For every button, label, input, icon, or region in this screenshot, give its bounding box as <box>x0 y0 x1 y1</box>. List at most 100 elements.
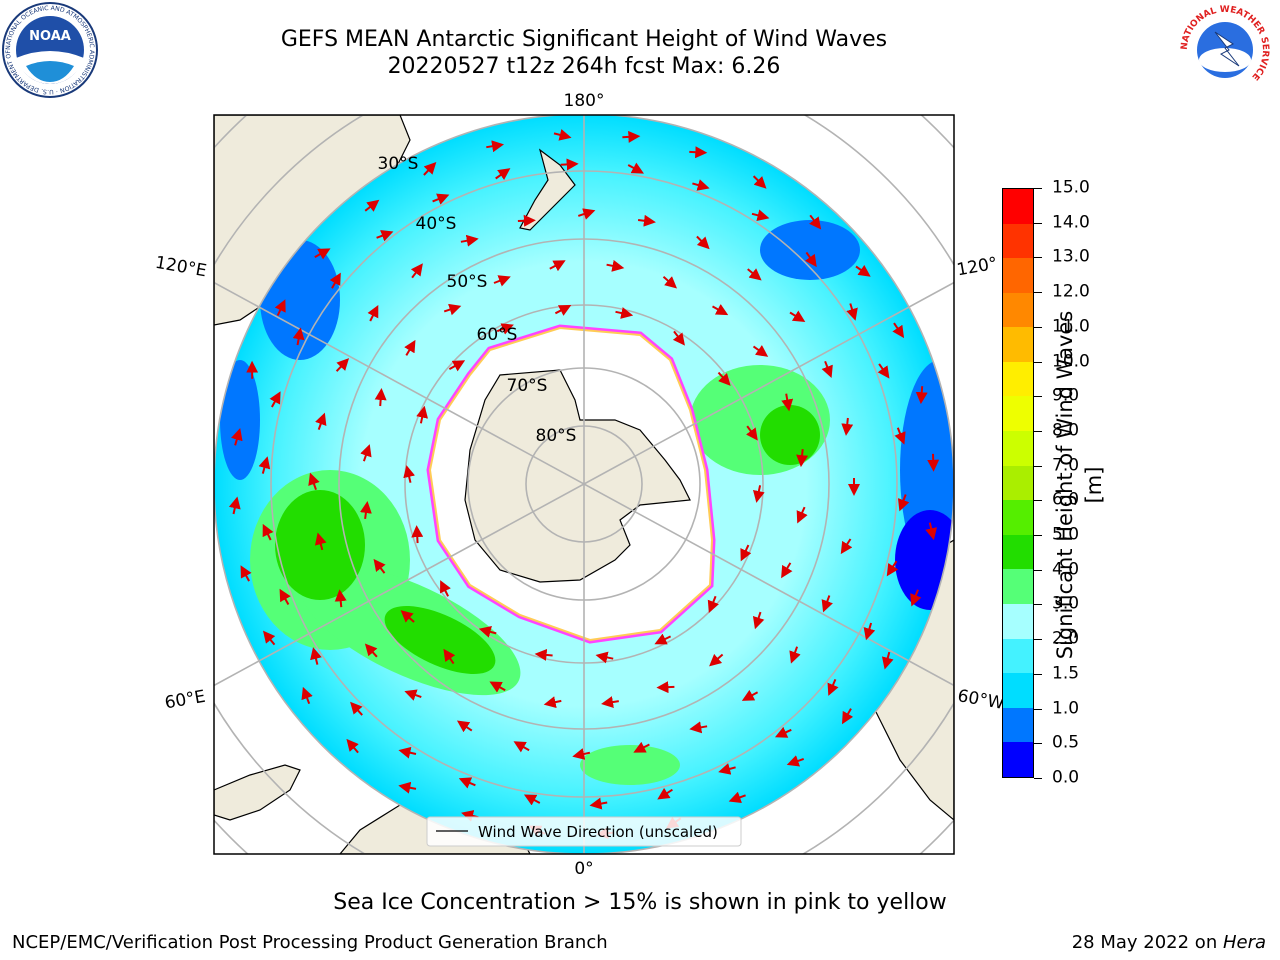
chart-subtitle: 20220527 t12z 264h fcst Max: 6.26 <box>387 54 781 79</box>
wave-direction-arrow <box>707 595 719 613</box>
colorbar-tick <box>1034 465 1042 467</box>
wave-direction-arrow <box>842 708 854 725</box>
wave-direction-arrow <box>262 630 276 646</box>
colorbar-segment <box>1003 742 1033 777</box>
wave-direction-arrow <box>493 275 511 287</box>
wave-direction-arrow <box>781 393 794 412</box>
wave-direction-arrow <box>910 589 922 607</box>
wave-direction-arrow <box>696 235 710 250</box>
wave-direction-arrow <box>751 209 770 222</box>
wave-direction-arrow <box>411 525 424 544</box>
wave-direction-arrow <box>364 199 380 212</box>
wave-direction-arrow <box>633 741 650 753</box>
wave-direction-arrow <box>796 506 808 524</box>
sea-ice-note: Sea Ice Concentration > 15% is shown in … <box>333 890 947 915</box>
lon-label-180: 180° <box>564 91 605 111</box>
wave-direction-arrow <box>360 444 372 462</box>
wave-direction-arrow <box>517 214 536 227</box>
wave-direction-arrow <box>745 425 758 441</box>
wave-direction-arrow <box>886 560 899 577</box>
colorbar-tick <box>1034 292 1042 294</box>
colorbar-segment <box>1003 188 1033 224</box>
wind-wave-arrows <box>228 129 940 840</box>
wave-direction-arrow <box>789 310 806 322</box>
wave-direction-arrow <box>404 689 422 701</box>
wave-direction-arrow <box>572 748 591 760</box>
wave-direction-arrow <box>718 763 736 775</box>
wave-direction-arrow <box>543 696 562 709</box>
wave-direction-arrow <box>534 648 553 661</box>
wave-direction-arrow <box>877 363 890 379</box>
lon-label-60e: 60°E <box>163 687 207 714</box>
colorbar-segment <box>1003 292 1033 328</box>
wave-direction-arrow <box>821 595 833 613</box>
colorbar-tick-label: 5.0 <box>1052 524 1080 545</box>
wave-direction-arrow <box>717 371 731 386</box>
wave-direction-arrow <box>892 322 905 339</box>
wave-direction-arrow <box>301 686 313 705</box>
colorbar-tick-label: 4.0 <box>1052 559 1080 580</box>
nws-logo: NATIONAL WEATHER SERVICE <box>1178 3 1272 97</box>
wave-direction-arrow <box>398 746 417 759</box>
colorbar-segment <box>1003 465 1033 501</box>
lon-label-120w: 120° <box>955 254 999 281</box>
colorbar-tick <box>1034 569 1042 571</box>
colorbar-tick <box>1034 396 1042 398</box>
wave-direction-arrow <box>262 523 274 541</box>
lat-label-80s: 80°S <box>536 426 577 446</box>
map-legend: Wind Wave Direction (unscaled) <box>426 816 742 847</box>
wave-direction-arrow <box>627 162 644 174</box>
wave-direction-arrow <box>523 794 541 806</box>
wave-direction-arrow <box>728 791 746 803</box>
graticule <box>214 115 954 854</box>
wave-direction-arrow <box>606 259 625 272</box>
wave-direction-arrow <box>549 260 566 272</box>
wave-direction-arrow <box>231 428 243 446</box>
wave-direction-arrow <box>827 679 839 696</box>
colorbar-segment <box>1003 604 1033 639</box>
wave-direction-arrow <box>656 681 675 694</box>
wave-direction-arrow <box>741 689 759 701</box>
wave-direction-arrow <box>460 234 479 247</box>
wave-direction-arrow <box>789 646 801 664</box>
colorbar-tick <box>1034 673 1042 675</box>
wave-direction-arrow <box>274 299 286 316</box>
colorbar-tick-label: 1.0 <box>1052 698 1080 719</box>
lat-label-70s: 70°S <box>507 376 548 396</box>
wave-direction-arrow <box>809 214 822 230</box>
lat-label-60s: 60°S <box>477 325 518 345</box>
wave-direction-arrow <box>752 345 769 357</box>
colorbar-tick-label: 8.0 <box>1052 420 1080 441</box>
new-zealand-land <box>519 148 576 231</box>
wave-direction-arrow <box>228 496 241 515</box>
wave-direction-arrow <box>486 140 505 153</box>
wave-direction-arrow <box>740 544 752 562</box>
lat-label-50s: 50°S <box>447 272 488 292</box>
colorbar-tick <box>1034 639 1042 641</box>
colorbar-tick-label: 14.0 <box>1052 212 1090 233</box>
colorbar-segment <box>1003 361 1033 397</box>
wave-direction-arrow <box>712 304 729 316</box>
wave-direction-arrow <box>657 787 673 800</box>
wave-direction-arrow <box>637 214 656 227</box>
wave-direction-arrow <box>403 465 415 483</box>
wave-direction-arrow <box>774 726 792 738</box>
colorbar-tick <box>1034 778 1042 779</box>
wave-direction-arrow <box>915 386 928 405</box>
wave-direction-arrow <box>894 427 906 445</box>
footer-date: 28 May 2022 on Hera <box>1072 932 1266 953</box>
noaa-logo: NOAA NATIONAL OCEANIC AND ATMOSPHERIC AD… <box>0 0 98 98</box>
wave-direction-arrow <box>654 633 672 645</box>
lon-label-60w: 60°W <box>956 686 1006 714</box>
wave-direction-arrow <box>709 653 724 667</box>
wave-direction-arrow <box>376 230 394 242</box>
wave-direction-arrow <box>240 565 252 582</box>
colorbar-tick-label: 6.0 <box>1052 489 1080 510</box>
colorbar-tick-label: 3.0 <box>1052 593 1080 614</box>
colorbar-tick-label: 1.5 <box>1052 663 1080 684</box>
wave-direction-arrow <box>601 696 619 708</box>
wave-direction-arrow <box>554 305 572 316</box>
colorbar-segment <box>1003 223 1033 259</box>
wave-direction-arrow <box>689 721 708 734</box>
colorbar <box>1002 188 1034 778</box>
